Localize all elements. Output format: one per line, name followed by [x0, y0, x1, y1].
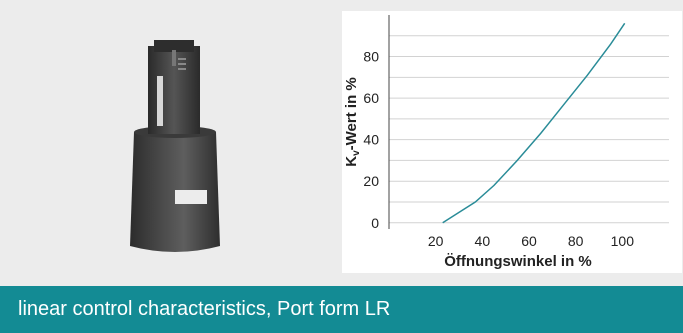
x-tick-label: 20 [428, 233, 444, 249]
y-axis-title-sub: v [351, 150, 362, 156]
kv-curve-chart: 0 20 40 60 80 20 40 60 80 100 Öffnungswinkel in %… [343, 15, 669, 270]
y-tick-label: 20 [363, 173, 379, 189]
caption-bar: linear control characteristics, Port for… [0, 286, 683, 333]
y-tick-label: 60 [363, 90, 379, 106]
y-tick-label: 0 [371, 215, 379, 231]
x-tick-label: 80 [568, 233, 584, 249]
y-axis-title-rest: -Wert in % [343, 77, 360, 150]
chart-panel: 0 20 40 60 80 20 40 60 80 100 Öffnungswinkel in %… [342, 11, 682, 273]
x-axis-title: Öffnungswinkel in % [444, 253, 592, 270]
y-tick-label: 40 [363, 132, 379, 148]
valve-insert-icon [130, 40, 220, 252]
gridlines [389, 35, 669, 224]
series-line [442, 22, 626, 224]
x-tick-label: 100 [611, 233, 635, 249]
y-axis-title-main: K [343, 156, 360, 167]
x-tick-label: 40 [475, 233, 491, 249]
y-axis-title: Kv-Wert in % [343, 77, 362, 166]
x-tick-label: 60 [521, 233, 537, 249]
caption-text: linear control characteristics, Port for… [18, 298, 391, 320]
y-tick-label: 80 [363, 49, 379, 65]
tick-labels: 0 20 40 60 80 20 40 60 80 100 [363, 49, 634, 249]
